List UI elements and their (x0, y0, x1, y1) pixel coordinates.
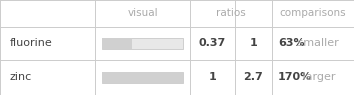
Text: 1: 1 (250, 38, 257, 49)
Text: smaller: smaller (293, 38, 338, 49)
Text: 1: 1 (209, 72, 216, 82)
Text: 170%: 170% (278, 72, 312, 82)
Text: fluorine: fluorine (10, 38, 53, 49)
Text: visual: visual (127, 8, 158, 19)
Bar (102, 72, 183, 83)
Bar (102, 38, 132, 49)
Text: 2.7: 2.7 (244, 72, 263, 82)
Bar (102, 72, 183, 83)
Text: zinc: zinc (10, 72, 32, 82)
Text: ratios: ratios (216, 8, 246, 19)
Text: comparisons: comparisons (280, 8, 346, 19)
Bar (102, 38, 183, 49)
Text: 0.37: 0.37 (199, 38, 226, 49)
Text: 63%: 63% (278, 38, 305, 49)
Text: larger: larger (299, 72, 335, 82)
